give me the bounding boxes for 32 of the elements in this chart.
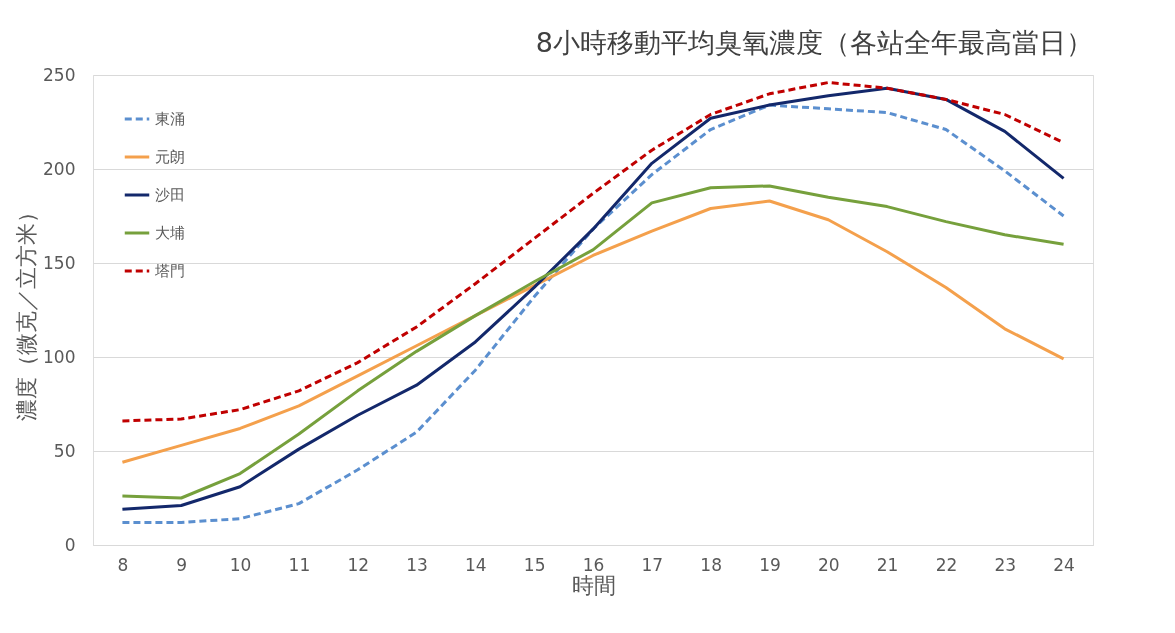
x-tick-label: 12 [347,554,370,575]
y-tick-label: 100 [43,346,76,367]
x-tick-label: 23 [994,554,1017,575]
x-tick-label: 24 [1053,554,1075,575]
x-tick-label: 10 [229,554,252,575]
line-series [120,184,1066,500]
legend-label: 東涌 [155,110,185,128]
x-tick-label: 22 [935,554,958,575]
y-tick-label: 50 [53,440,76,461]
legend-label: 大埔 [155,224,185,242]
y-tick-label: 200 [43,158,76,179]
x-tick-label: 19 [759,554,781,575]
x-tick-label: 13 [406,554,428,575]
x-tick-label: 9 [176,554,188,575]
y-tick-label: 250 [43,64,76,85]
y-tick-label: 0 [64,534,76,555]
x-tick-label: 20 [817,554,840,575]
legend-label: 元朗 [155,148,185,166]
y-axis-title: 濃度（微克／立方米） [14,200,40,421]
x-tick-label: 17 [641,554,664,575]
x-tick-label: 15 [523,554,546,575]
x-tick-label: 21 [876,554,899,575]
legend-label: 沙田 [155,186,185,204]
y-tick-label: 150 [43,252,76,273]
x-tick-label: 11 [288,554,311,575]
x-tick-label: 18 [700,554,722,575]
x-tick-label: 16 [582,554,605,575]
x-tick-label: 14 [465,554,487,575]
legend-label: 塔門 [154,262,185,280]
chart-title: 8小時移動平均臭氧濃度（各站全年最高當日） [535,27,1093,58]
x-axis-title: 時間 [571,572,616,598]
x-tick-label: 8 [117,554,129,575]
